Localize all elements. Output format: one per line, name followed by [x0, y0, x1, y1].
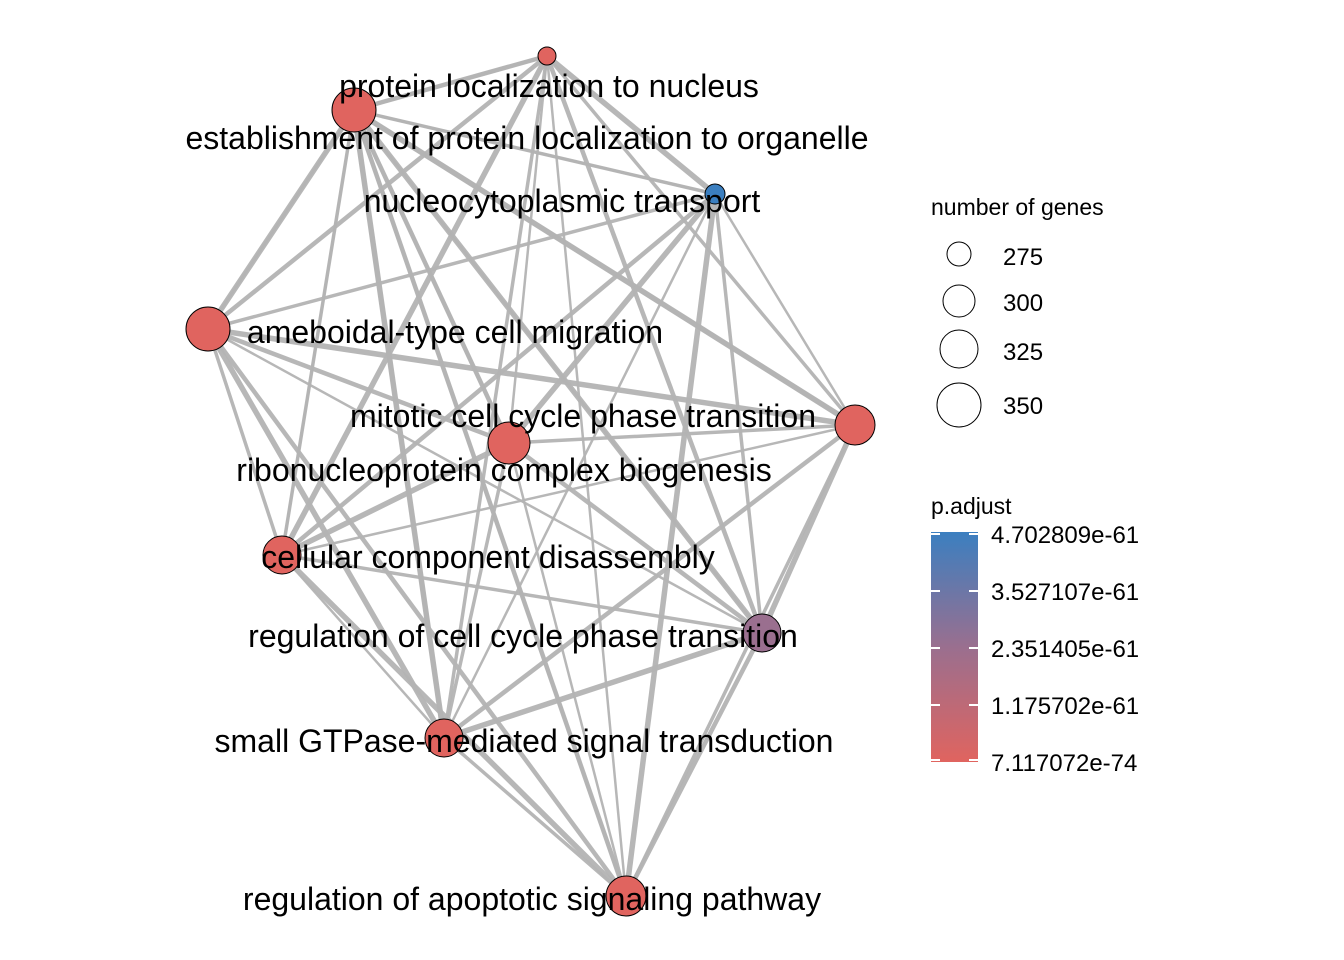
edge-top_small_node--regulation_apoptotic_signaling_pathway: [545, 55, 628, 897]
size-legend-label-350: 350: [1003, 393, 1043, 420]
node-label-regulation_cell_cycle_phase_transition: regulation of cell cycle phase transitio…: [248, 618, 798, 654]
size-legend-title: number of genes: [931, 194, 1104, 220]
color-legend-tick-1: 3.527107e-61: [991, 579, 1139, 606]
node-regulation_apoptotic_signaling_pathway[interactable]: [605, 875, 647, 917]
edge-top_small_node--small_gtpase_signal_transduction: [442, 55, 549, 739]
node-label-mitotic_cell_cycle_phase_transition: mitotic cell cycle phase transition: [350, 398, 816, 434]
edge-nucleocytoplasmic_transport--ribonucleoprotein_complex_biogenesis: [506, 192, 718, 445]
edge-top_small_node--mitotic_cell_cycle_phase_transition: [545, 54, 857, 427]
edge-establishment_protein_localization_organelle--mitotic_cell_cycle_phase_transition: [352, 108, 857, 427]
edge-regulation_cell_cycle_phase_transition--regulation_apoptotic_signaling_pathway: [624, 631, 764, 898]
edge-ribonucleoprotein_complex_biogenesis--regulation_apoptotic_signaling_pathway: [507, 442, 628, 897]
edge-ameboidal_type_cell_migration--regulation_cell_cycle_phase_transition: [207, 327, 763, 635]
size-legend-circle-350: [936, 382, 982, 428]
edge-nucleocytoplasmic_transport--regulation_apoptotic_signaling_pathway: [623, 193, 718, 897]
size-legend: number of genes 275 300 325 350: [931, 194, 1104, 428]
edge-establishment_protein_localization_organelle--ameboidal_type_cell_migration: [205, 108, 357, 331]
node-label-establishment_protein_localization_organelle: establishment of protein localization to…: [185, 120, 868, 156]
node-mitotic_cell_cycle_phase_transition[interactable]: [834, 404, 876, 446]
node-ribonucleoprotein_complex_biogenesis[interactable]: [487, 421, 531, 465]
node-regulation_cell_cycle_phase_transition[interactable]: [742, 613, 782, 653]
node-protein_localization_to_nucleus[interactable]: [331, 87, 377, 133]
node-label-ribonucleoprotein_complex_biogenesis: ribonucleoprotein complex biogenesis: [236, 452, 771, 488]
edge-top_small_node--cellular_component_disassembly: [279, 54, 550, 557]
node-label-small_gtpase_signal_transduction: small GTPase-mediated signal transductio…: [215, 723, 834, 759]
edge-ribonucleoprotein_complex_biogenesis--regulation_cell_cycle_phase_transition: [507, 441, 764, 635]
edge-nucleocytoplasmic_transport--mitotic_cell_cycle_phase_transition: [713, 193, 857, 426]
edge-top_small_node--nucleocytoplasmic_transport: [545, 53, 717, 197]
size-legend-circle-325: [939, 329, 979, 369]
node-label-cellular_component_disassembly: cellular component disassembly: [261, 539, 715, 575]
edge-establishment_protein_localization_organelle--nucleocytoplasmic_transport: [353, 108, 716, 196]
label-layer: protein localization to nucleus establish…: [185, 68, 868, 917]
node-label-protein_localization_to_nucleus: protein localization to nucleus: [339, 68, 759, 104]
node-top_small_node[interactable]: [537, 46, 557, 66]
node-nucleocytoplasmic_transport[interactable]: [704, 183, 726, 205]
edge-ribonucleoprotein_complex_biogenesis--cellular_component_disassembly: [280, 440, 511, 558]
size-legend-label-325: 325: [1003, 339, 1043, 366]
size-legend-label-275: 275: [1003, 244, 1043, 271]
edge-ameboidal_type_cell_migration--mitotic_cell_cycle_phase_transition: [207, 326, 856, 428]
color-legend-tick-2: 2.351405e-61: [991, 636, 1139, 663]
color-legend-ticks: [931, 533, 978, 761]
edge-ameboidal_type_cell_migration--ribonucleoprotein_complex_biogenesis: [207, 326, 510, 446]
color-legend: p.adjust 4.702809e-61 3.527107e-61 2.351…: [931, 493, 1139, 777]
edge-ameboidal_type_cell_migration--cellular_component_disassembly: [206, 328, 284, 556]
edge-cellular_component_disassembly--regulation_cell_cycle_phase_transition: [281, 553, 763, 635]
node-label-nucleocytoplasmic_transport: nucleocytoplasmic transport: [364, 183, 761, 219]
size-legend-circle-300: [942, 284, 976, 318]
edge-small_gtpase_signal_transduction--regulation_apoptotic_signaling_pathway: [442, 736, 628, 898]
node-cellular_component_disassembly[interactable]: [262, 535, 302, 575]
edge-mitotic_cell_cycle_phase_transition--small_gtpase_signal_transduction: [442, 423, 857, 740]
node-layer: [185, 46, 876, 917]
size-legend-label-300: 300: [1003, 290, 1043, 317]
edge-establishment_protein_localization_organelle--regulation_apoptotic_signaling_pathway: [352, 109, 628, 897]
color-legend-title: p.adjust: [931, 493, 1012, 519]
edge-top_small_node--ameboidal_type_cell_migration: [206, 54, 549, 331]
color-legend-tick-0: 4.702809e-61: [991, 522, 1139, 549]
edge-ribonucleoprotein_complex_biogenesis--small_gtpase_signal_transduction: [442, 442, 511, 739]
edge-mitotic_cell_cycle_phase_transition--ribonucleoprotein_complex_biogenesis: [508, 423, 856, 445]
edge-ameboidal_type_cell_migration--regulation_apoptotic_signaling_pathway: [206, 327, 628, 898]
edge-regulation_cell_cycle_phase_transition--small_gtpase_signal_transduction: [443, 630, 763, 741]
plot-area: protein localization to nucleus establish…: [185, 46, 876, 917]
color-legend-tick-3: 1.175702e-61: [991, 693, 1139, 720]
node-label-regulation_apoptotic_signaling_pathway: regulation of apoptotic signaling pathwa…: [243, 881, 821, 917]
edge-establishment_protein_localization_organelle--top_small_node: [353, 54, 548, 112]
edge-top_small_node--ribonucleoprotein_complex_biogenesis: [507, 55, 549, 444]
node-small_gtpase_signal_transduction[interactable]: [424, 718, 464, 758]
edge-nucleocytoplasmic_transport--ameboidal_type_cell_migration: [207, 192, 716, 331]
node-label-ameboidal_type_cell_migration: ameboidal-type cell migration: [247, 314, 663, 350]
color-legend-tick-4: 7.117072e-74: [991, 750, 1137, 777]
edge-top_small_node--regulation_cell_cycle_phase_transition: [544, 55, 765, 634]
edge-nucleocytoplasmic_transport--small_gtpase_signal_transduction: [442, 193, 717, 739]
size-legend-circle-275: [946, 241, 972, 267]
node-ameboidal_type_cell_migration[interactable]: [185, 306, 231, 352]
edge-establishment_protein_localization_organelle--small_gtpase_signal_transduction: [351, 109, 447, 739]
edge-nucleocytoplasmic_transport--regulation_cell_cycle_phase_transition: [713, 193, 764, 634]
